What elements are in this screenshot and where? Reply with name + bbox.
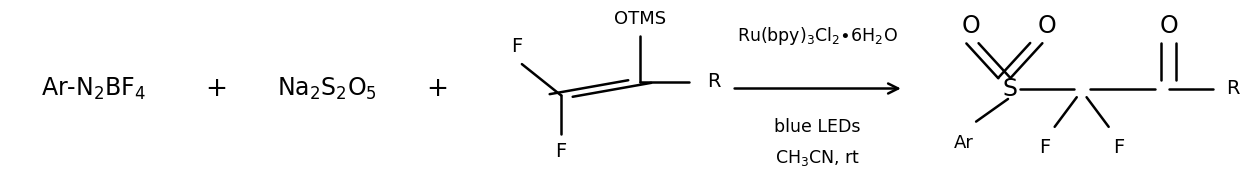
Text: O: O [1159,14,1178,38]
Text: Ar: Ar [954,133,973,152]
Text: R: R [707,72,720,91]
Text: CH$_3$CN, rt: CH$_3$CN, rt [775,148,861,168]
Text: +: + [427,76,448,101]
Text: F: F [1039,138,1050,157]
Text: F: F [511,37,522,56]
Text: +: + [205,76,227,101]
Text: S: S [1003,76,1018,101]
Text: Ar-N$_2$BF$_4$: Ar-N$_2$BF$_4$ [41,75,146,102]
Text: F: F [556,142,567,161]
Text: OTMS: OTMS [614,10,666,28]
Text: O: O [962,14,981,38]
Text: O: O [1038,14,1056,38]
Text: Na$_2$S$_2$O$_5$: Na$_2$S$_2$O$_5$ [277,75,377,102]
Text: R: R [1226,79,1240,98]
Text: Ru(bpy)$_3$Cl$_2$$\bullet$6H$_2$O: Ru(bpy)$_3$Cl$_2$$\bullet$6H$_2$O [738,25,898,47]
Text: blue LEDs: blue LEDs [775,118,861,136]
Text: F: F [1112,138,1125,157]
